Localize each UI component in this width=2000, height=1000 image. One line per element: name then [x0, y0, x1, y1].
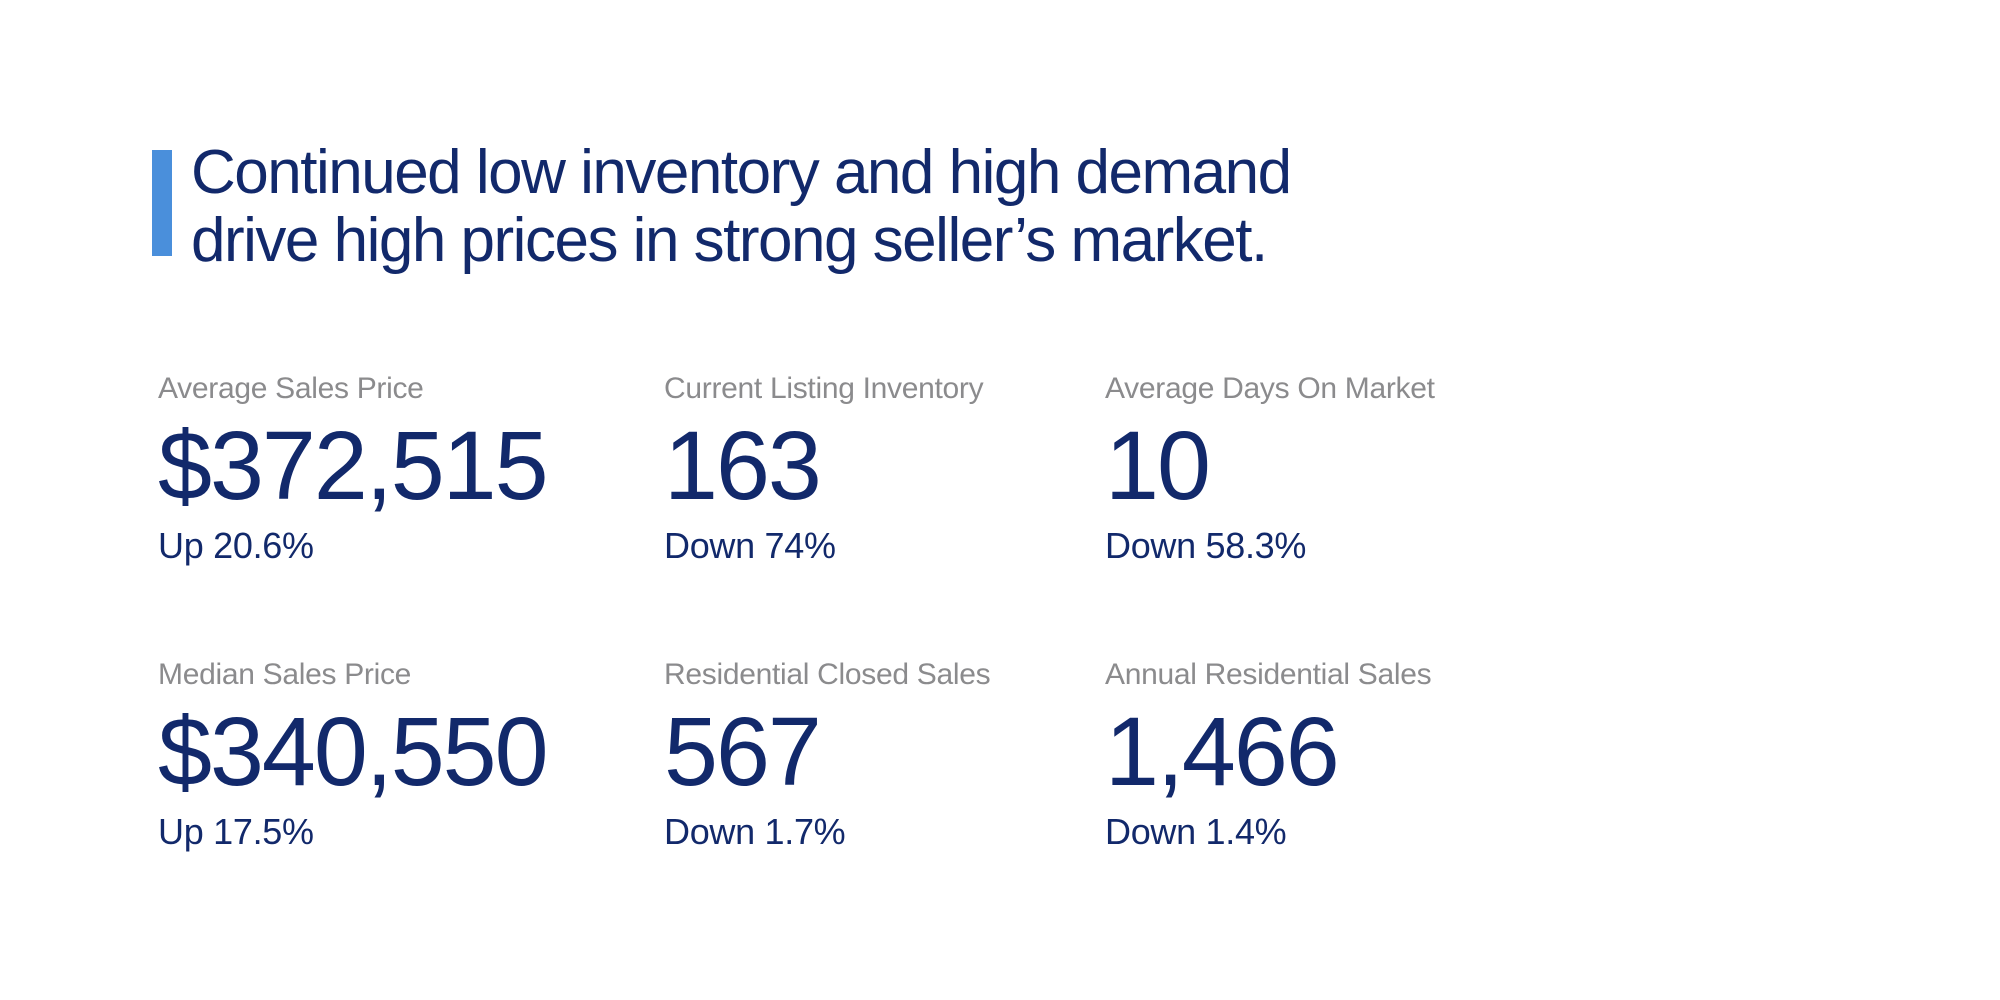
stat-delta: Up 17.5%	[158, 811, 314, 852]
stat-value: $372,515	[158, 411, 549, 520]
stat-label: Median Sales Price	[158, 658, 412, 691]
stat-label: Residential Closed Sales	[664, 658, 991, 691]
stat-delta: Down 1.4%	[1105, 811, 1287, 852]
stat-label: Average Days On Market	[1105, 372, 1435, 405]
stat-value: 163	[664, 411, 822, 520]
stat-value: 567	[664, 697, 822, 806]
stat-delta: Down 74%	[664, 525, 836, 566]
stat-average-sales-price: Average Sales Price $372,515 Up 20.6%	[158, 372, 664, 566]
headline-accent-bar	[152, 150, 172, 256]
stat-label: Average Sales Price	[158, 372, 424, 405]
stat-median-sales-price: Median Sales Price $340,550 Up 17.5%	[158, 658, 664, 852]
stat-label: Annual Residential Sales	[1105, 658, 1432, 691]
headline-line-2: drive high prices in strong seller’s mar…	[191, 206, 1268, 275]
stat-value: $340,550	[158, 697, 549, 806]
stat-average-days-on-market: Average Days On Market 10 Down 58.3%	[1105, 372, 1745, 566]
headline-line-1: Continued low inventory and high demand	[191, 138, 1292, 207]
stat-delta: Down 58.3%	[1105, 525, 1307, 566]
stats-grid: Average Sales Price $372,515 Up 20.6% Cu…	[158, 372, 1745, 852]
stat-value: 10	[1105, 411, 1211, 520]
headline: Continued low inventory and high demand …	[191, 138, 1292, 275]
stat-current-listing-inventory: Current Listing Inventory 163 Down 74%	[664, 372, 1105, 566]
stat-value: 1,466	[1105, 697, 1340, 806]
stat-residential-closed-sales: Residential Closed Sales 567 Down 1.7%	[664, 658, 1105, 852]
stat-delta: Down 1.7%	[664, 811, 846, 852]
stat-delta: Up 20.6%	[158, 525, 314, 566]
stat-annual-residential-sales: Annual Residential Sales 1,466 Down 1.4%	[1105, 658, 1745, 852]
stat-label: Current Listing Inventory	[664, 372, 984, 405]
